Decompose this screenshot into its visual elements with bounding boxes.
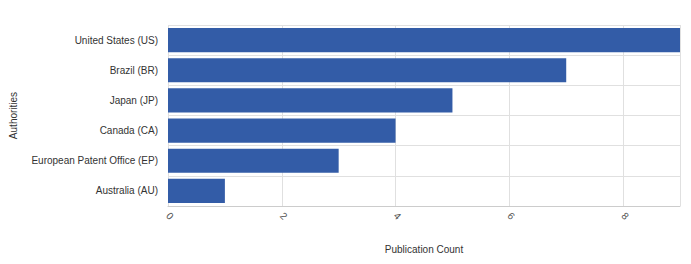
svg-text:Publication Count: Publication Count xyxy=(385,244,464,255)
svg-text:Brazil (BR): Brazil (BR) xyxy=(110,65,158,76)
svg-text:United States (US): United States (US) xyxy=(75,35,158,46)
svg-text:2: 2 xyxy=(278,210,290,222)
svg-text:European Patent Office (EP): European Patent Office (EP) xyxy=(31,155,158,166)
svg-text:8: 8 xyxy=(619,210,631,222)
svg-text:Authorities: Authorities xyxy=(8,92,19,139)
svg-text:Australia (AU): Australia (AU) xyxy=(96,185,158,196)
svg-text:6: 6 xyxy=(505,210,517,222)
svg-text:4: 4 xyxy=(392,210,404,222)
svg-text:0: 0 xyxy=(164,210,176,222)
svg-text:Japan (JP): Japan (JP) xyxy=(110,95,158,106)
svg-text:Canada (CA): Canada (CA) xyxy=(100,125,158,136)
